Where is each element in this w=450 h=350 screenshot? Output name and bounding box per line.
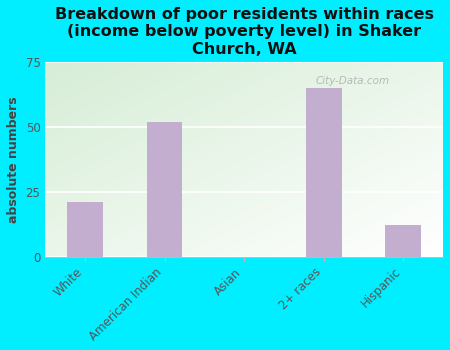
Y-axis label: absolute numbers: absolute numbers (7, 96, 20, 223)
Bar (385, 225, 421, 257)
Bar (67, 202, 103, 257)
Bar (306, 88, 342, 257)
Title: Breakdown of poor residents within races
(income below poverty level) in Shaker
: Breakdown of poor residents within races… (54, 7, 434, 57)
Bar (147, 122, 183, 257)
Text: City-Data.com: City-Data.com (316, 76, 390, 86)
